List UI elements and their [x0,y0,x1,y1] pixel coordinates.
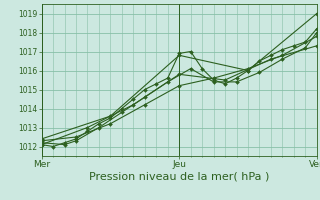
X-axis label: Pression niveau de la mer( hPa ): Pression niveau de la mer( hPa ) [89,172,269,182]
